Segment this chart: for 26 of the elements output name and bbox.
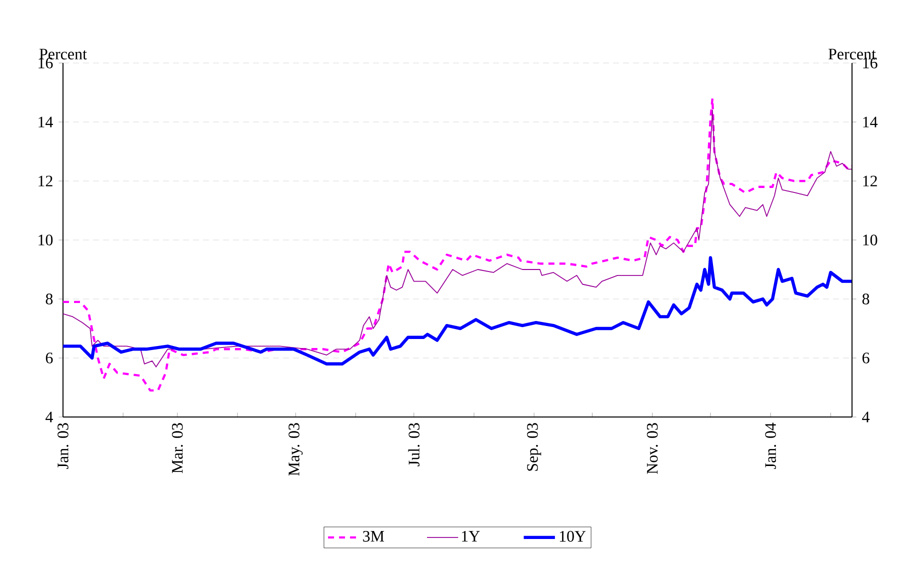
legend-label: 10Y <box>560 530 586 542</box>
y2-tick-label: 10 <box>863 234 878 246</box>
x-tick-label: May. 03 <box>288 423 303 476</box>
y-tick-label: 10 <box>38 234 53 246</box>
legend-label: 1Y <box>462 530 480 542</box>
y-tick-label: 6 <box>46 352 53 364</box>
x-tick-label: Jul. 03 <box>408 423 420 466</box>
legend-label: 3M <box>363 530 384 542</box>
line-series <box>63 256 852 366</box>
y-axis-title: Percent <box>39 48 87 60</box>
x-tick-label: Mar. 03 <box>172 423 183 474</box>
x-tick-label: Jan. 03 <box>58 423 68 469</box>
x-tick-label: Sep. 03 <box>527 423 542 471</box>
y-tick-label: 14 <box>38 116 53 128</box>
y2-axis-title: Percent <box>828 48 876 60</box>
y2-tick-label: 14 <box>863 116 878 128</box>
y2-tick-label: 16 <box>863 58 878 68</box>
y2-tick-label: 6 <box>862 352 870 364</box>
y-tick-label: 8 <box>46 294 53 304</box>
x-tick-label: Nov. 03 <box>646 423 658 474</box>
x-tick-label: Jan. 04 <box>765 422 776 469</box>
y2-tick-label: 8 <box>862 294 870 304</box>
y2-tick-label: 12 <box>863 176 877 186</box>
y-tick-label: 4 <box>46 412 53 422</box>
y-tick-label: 12 <box>38 176 52 186</box>
y2-tick-label: 4 <box>862 412 870 422</box>
